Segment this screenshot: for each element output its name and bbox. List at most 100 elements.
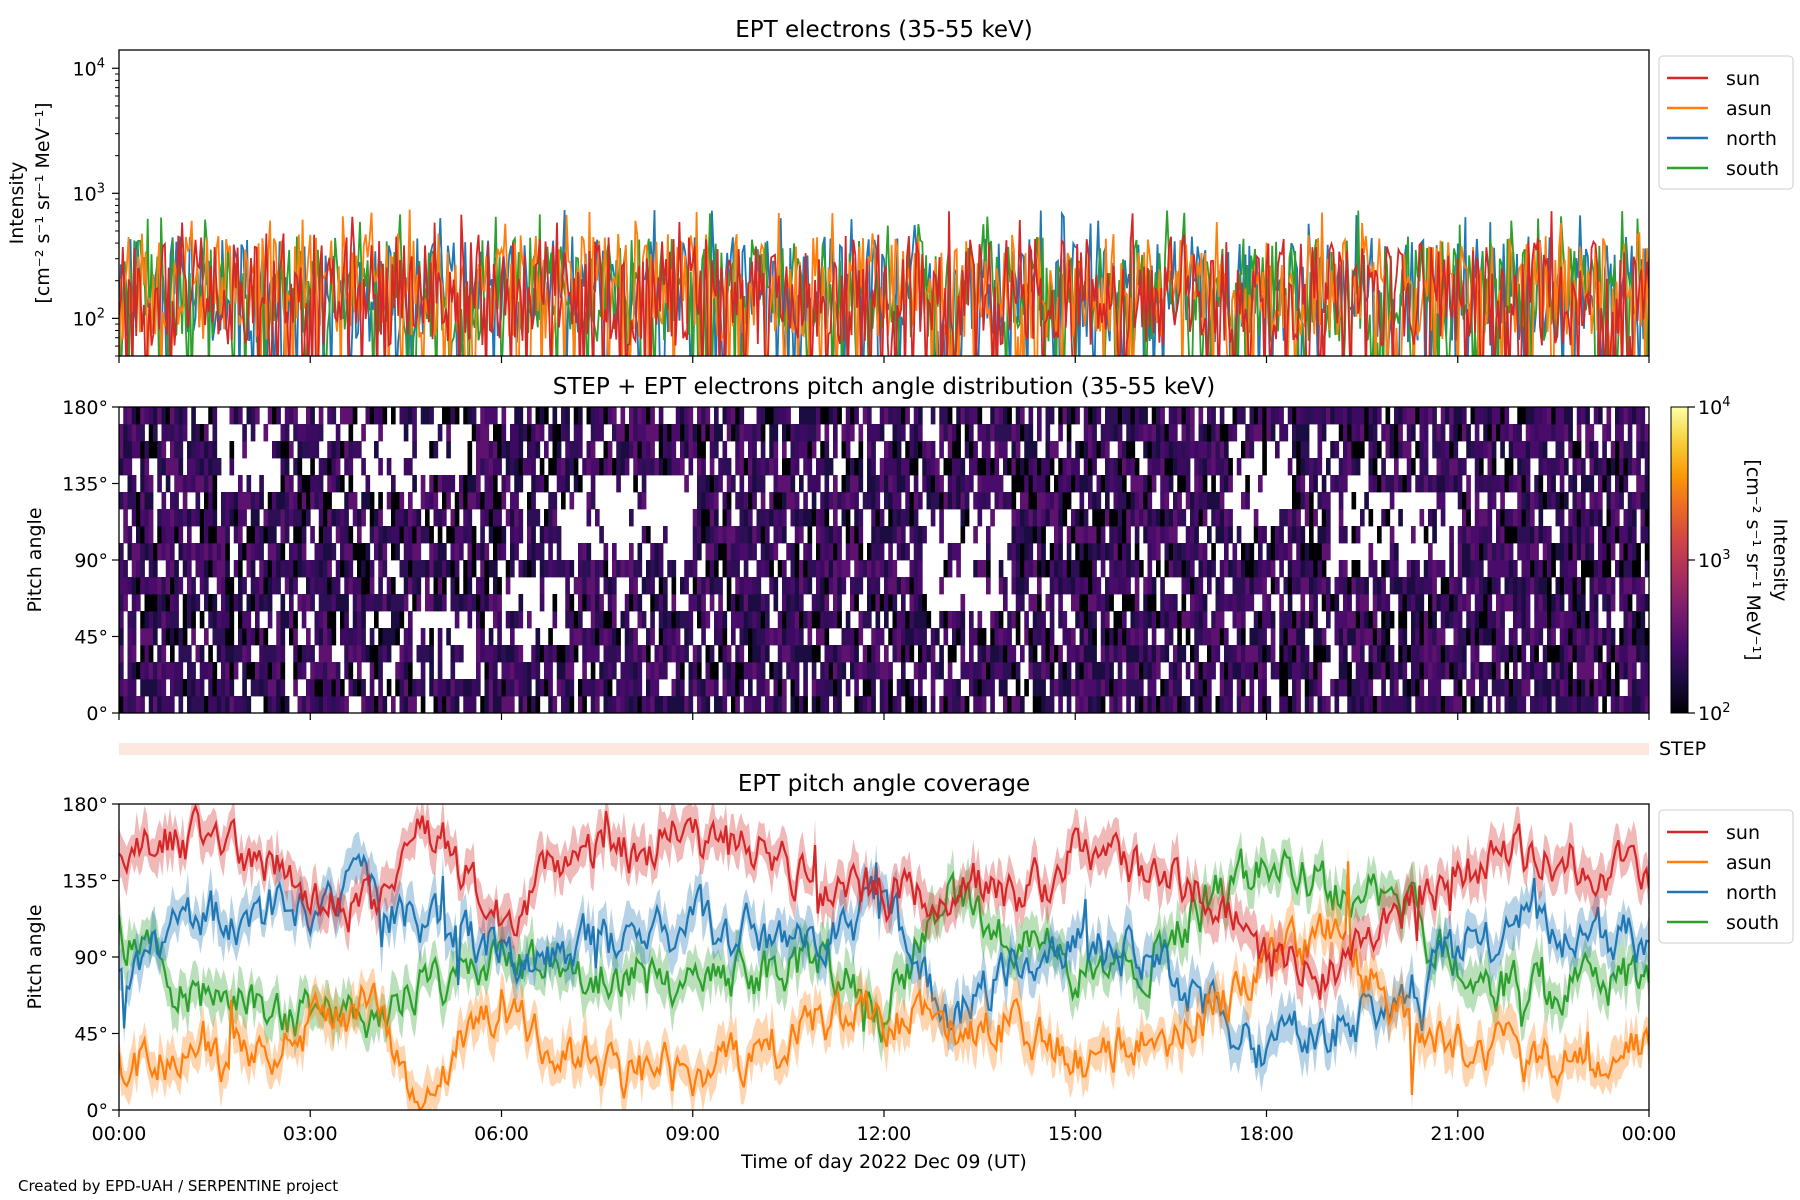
heatmap-cell bbox=[595, 696, 600, 713]
heatmap-cell bbox=[1270, 611, 1276, 629]
heatmap-cell bbox=[374, 407, 379, 425]
heatmap-cell bbox=[552, 611, 558, 629]
heatmap-cell bbox=[1636, 458, 1641, 476]
heatmap-cell bbox=[140, 577, 145, 595]
heatmap-cell bbox=[1092, 645, 1097, 663]
heatmap-cell bbox=[408, 628, 413, 646]
heatmap-cell bbox=[714, 662, 719, 680]
heatmap-cell bbox=[973, 662, 978, 680]
heatmap-cell bbox=[913, 662, 919, 680]
heatmap-cell bbox=[1423, 458, 1429, 476]
heatmap-cell bbox=[1079, 475, 1085, 493]
heatmap-cell bbox=[1185, 611, 1191, 629]
heatmap-cell bbox=[1011, 441, 1017, 459]
heatmap-cell bbox=[1508, 475, 1514, 493]
heatmap-cell bbox=[1083, 543, 1089, 561]
heatmap-cell bbox=[1589, 645, 1595, 663]
heatmap-cell bbox=[1479, 679, 1484, 697]
heatmap-cell bbox=[590, 492, 596, 510]
heatmap-cell bbox=[794, 611, 800, 629]
heatmap-cell bbox=[1156, 696, 1161, 713]
heatmap-cell bbox=[1075, 645, 1080, 663]
heatmap-cell bbox=[1402, 628, 1408, 646]
heatmap-cell bbox=[633, 577, 638, 595]
heatmap-cell bbox=[229, 441, 235, 459]
heatmap-cell bbox=[748, 628, 753, 646]
heatmap-cell bbox=[297, 441, 303, 459]
heatmap-cell bbox=[1436, 594, 1442, 612]
heatmap-cell bbox=[667, 611, 672, 629]
heatmap-cell bbox=[803, 509, 808, 527]
heatmap-cell bbox=[816, 526, 821, 544]
heatmap-cell bbox=[259, 492, 264, 510]
heatmap-cell bbox=[1589, 662, 1595, 680]
heatmap-cell bbox=[1415, 696, 1420, 713]
heatmap-cell bbox=[590, 424, 596, 442]
heatmap-cell bbox=[1466, 424, 1471, 442]
heatmap-cell bbox=[544, 407, 549, 425]
heatmap-cell bbox=[1122, 594, 1127, 612]
heatmap-cell bbox=[1198, 407, 1204, 425]
heatmap-cell bbox=[344, 492, 349, 510]
heatmap-cell bbox=[1368, 679, 1374, 697]
heatmap-cell bbox=[127, 628, 133, 646]
heatmap-cell bbox=[1003, 492, 1008, 510]
heatmap-cell bbox=[1287, 458, 1293, 476]
heatmap-cell bbox=[144, 628, 150, 646]
heatmap-cell bbox=[1190, 594, 1195, 612]
heatmap-cell bbox=[905, 509, 910, 527]
heatmap-cell bbox=[493, 407, 498, 425]
heatmap-cell bbox=[140, 458, 145, 476]
heatmap-cell bbox=[1343, 526, 1348, 544]
heatmap-cell bbox=[1168, 611, 1174, 629]
heatmap-cell bbox=[216, 645, 222, 663]
heatmap-cell bbox=[335, 577, 341, 595]
heatmap-cell bbox=[289, 509, 294, 527]
heatmap-cell bbox=[1496, 526, 1501, 544]
heatmap-cell bbox=[1381, 577, 1386, 595]
heatmap-cell bbox=[1517, 407, 1522, 425]
heatmap-cell bbox=[1100, 594, 1106, 612]
heatmap-cell bbox=[1432, 526, 1437, 544]
heatmap-cell bbox=[437, 662, 443, 680]
heatmap-cell bbox=[1428, 679, 1433, 697]
heatmap-cell bbox=[624, 696, 630, 713]
heatmap-cell bbox=[1453, 679, 1459, 697]
heatmap-cell bbox=[119, 611, 124, 629]
heatmap-cell bbox=[799, 611, 804, 629]
heatmap-cell bbox=[527, 492, 532, 510]
heatmap-cell bbox=[153, 662, 158, 680]
heatmap-cell bbox=[599, 594, 604, 612]
heatmap-cell bbox=[1317, 424, 1323, 442]
heatmap-cell bbox=[1134, 679, 1140, 697]
heatmap-cell bbox=[1585, 560, 1590, 578]
heatmap-cell bbox=[845, 424, 851, 442]
heatmap-cell bbox=[1513, 696, 1518, 713]
heatmap-cell bbox=[1219, 696, 1225, 713]
heatmap-cell bbox=[391, 543, 396, 561]
heatmap-cell bbox=[1440, 696, 1446, 713]
heatmap-cell bbox=[1525, 679, 1531, 697]
heatmap-cell bbox=[1202, 441, 1208, 459]
heatmap-cell bbox=[607, 611, 613, 629]
heatmap-cell bbox=[1615, 509, 1620, 527]
heatmap-cell bbox=[391, 492, 396, 510]
heatmap-cell bbox=[1440, 594, 1446, 612]
heatmap-cell bbox=[1096, 475, 1102, 493]
heatmap-cell bbox=[1381, 628, 1386, 646]
heatmap-cell bbox=[709, 526, 715, 544]
heatmap-cell bbox=[1623, 441, 1629, 459]
heatmap-cell bbox=[752, 441, 757, 459]
heatmap-cell bbox=[1398, 509, 1403, 527]
heatmap-cell bbox=[136, 696, 141, 713]
heatmap-cell bbox=[1011, 645, 1017, 663]
heatmap-cell bbox=[446, 628, 451, 646]
heatmap-cell bbox=[216, 543, 222, 561]
heatmap-cell bbox=[221, 577, 226, 595]
heatmap-cell bbox=[191, 679, 196, 697]
heatmap-cell bbox=[544, 679, 549, 697]
heatmap-cell bbox=[850, 577, 855, 595]
heatmap-cell bbox=[1054, 475, 1059, 493]
heatmap-cell bbox=[250, 543, 256, 561]
heatmap-cell bbox=[743, 560, 749, 578]
